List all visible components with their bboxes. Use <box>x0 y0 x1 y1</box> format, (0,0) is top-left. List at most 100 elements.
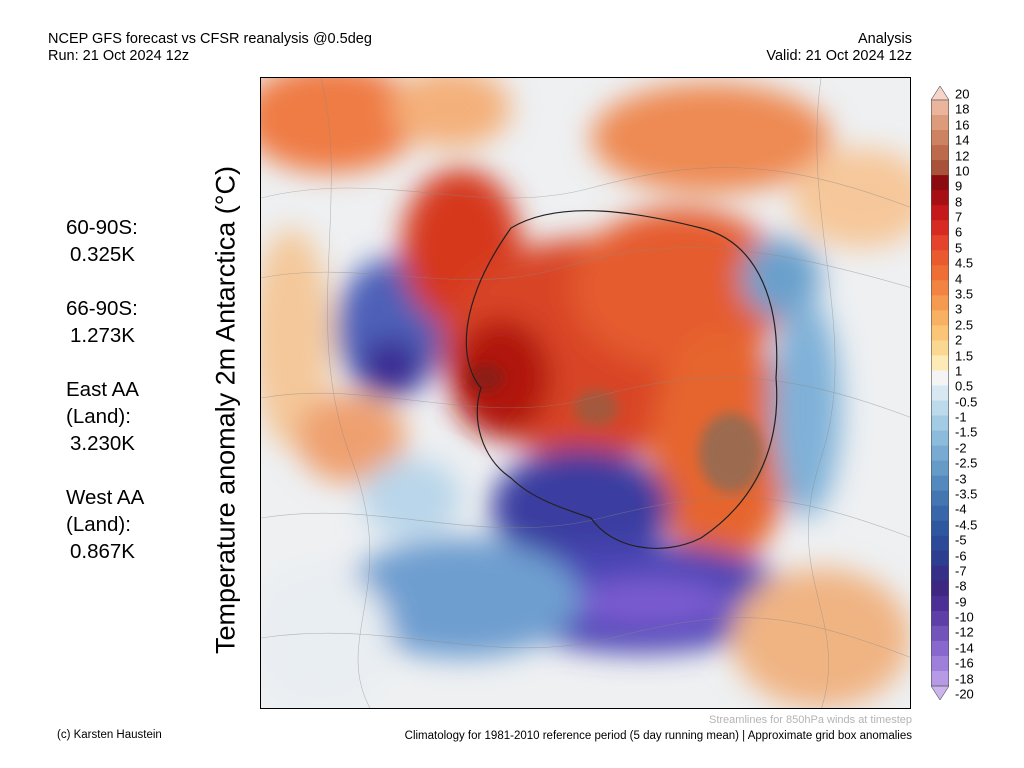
colorbar-tick-label: -4.5 <box>955 517 978 533</box>
stat-west-aa: West AA (Land): 0.867K <box>66 484 166 565</box>
colorbar-swatch <box>931 505 949 522</box>
stat-label: East AA (Land): <box>66 378 138 428</box>
colorbar-swatch <box>931 205 949 221</box>
map-title: NCEP GFS forecast vs CFSR reanalysis @0.… <box>48 31 372 47</box>
colorbar-tick-label: 3 <box>955 301 963 317</box>
colorbar-tick-label: -9 <box>955 594 967 610</box>
colorbar-tick-label: -10 <box>955 609 974 625</box>
stats-panel: 60-90S: 0.325K 66-90S: 1.273K East AA (L… <box>66 214 166 592</box>
anomaly-map <box>260 77 911 709</box>
colorbar-tick-label: -16 <box>955 655 974 671</box>
stat-east-aa: East AA (Land): 3.230K <box>66 376 166 457</box>
colorbar-tick-label: 18 <box>955 101 970 117</box>
colorbar-tick-label: 3.5 <box>955 286 974 302</box>
colorbar-min-arrow <box>931 685 949 700</box>
colorbar-swatch <box>931 550 949 567</box>
colorbar-swatch <box>931 520 949 537</box>
colorbar-tick-label: -20 <box>955 686 974 702</box>
header-left: NCEP GFS forecast vs CFSR reanalysis @0.… <box>48 31 372 65</box>
colorbar-swatch <box>931 115 949 131</box>
colorbar-swatch <box>931 340 949 356</box>
colorbar-swatch <box>931 325 949 341</box>
colorbar-tick-label: -6 <box>955 548 967 564</box>
colorbar-tick-label: 14 <box>955 132 970 148</box>
stat-value: 1.273K <box>70 324 135 347</box>
colorbar-tick-label: 1.5 <box>955 348 974 364</box>
colorbar-tick-label: 20 <box>955 86 970 102</box>
colorbar-tick-label: -7 <box>955 563 967 579</box>
colorbar-tick-label: 10 <box>955 163 970 179</box>
colorbar-max-arrow <box>931 86 949 101</box>
colorbar-tick-label: 2.5 <box>955 317 974 333</box>
colorbar-swatch <box>931 670 949 687</box>
antarctica-coastline <box>465 210 778 549</box>
colorbar-swatch <box>931 595 949 612</box>
colorbar-swatch <box>931 310 949 326</box>
colorbar-tick-label: 2 <box>955 332 963 348</box>
streamline-note: Streamlines for 850hPa winds at timestep <box>709 714 912 726</box>
header-right: Analysis Valid: 21 Oct 2024 12z <box>766 31 912 65</box>
colorbar-tick-label: -18 <box>955 671 974 687</box>
colorbar-tick-label: -3 <box>955 471 967 487</box>
colorbar-swatch <box>931 445 949 462</box>
map-field <box>261 78 910 708</box>
colorbar-tick-label: 4.5 <box>955 255 974 271</box>
colorbar-tick-label: -2 <box>955 440 967 456</box>
colorbar-swatch <box>931 625 949 642</box>
colorbar-swatch <box>931 145 949 161</box>
stat-label: 66-90S: <box>66 297 138 320</box>
colorbar-tick-label: 4 <box>955 271 963 287</box>
colorbar-swatch <box>931 295 949 311</box>
colorbar-scale <box>931 86 949 700</box>
stat-label: West AA (Land): <box>66 486 144 536</box>
colorbar-tick-label: 7 <box>955 209 963 225</box>
colorbar-swatch <box>931 220 949 236</box>
colorbar-tick-label: 0.5 <box>955 378 974 394</box>
colorbar-ticks: 20 18 16 14 12 10 9 8 7 6 5 4.5 4 3.5 3 2.5 2 1.5 1 0.5 -0.5… <box>955 88 1015 701</box>
colorbar-swatch <box>931 580 949 597</box>
stat-label: 60-90S: <box>66 216 138 239</box>
colorbar-swatch <box>931 130 949 146</box>
colorbar-tick-label: -14 <box>955 640 974 656</box>
colorbar-swatch <box>931 535 949 552</box>
colorbar-swatch <box>931 265 949 281</box>
credit: (c) Karsten Haustein <box>57 729 162 741</box>
colorbar-tick-label: -0.5 <box>955 394 978 410</box>
colorbar-frame <box>931 99 949 687</box>
analysis-type: Analysis <box>858 31 912 47</box>
colorbar-tick-label: 12 <box>955 148 970 164</box>
colorbar-tick-label: -5 <box>955 532 967 548</box>
colorbar-swatch <box>931 415 949 432</box>
colorbar-swatch <box>931 355 949 371</box>
colorbar-swatch <box>931 190 949 206</box>
colorbar-tick-label: -2.5 <box>955 455 978 471</box>
colorbar-swatch <box>931 610 949 627</box>
colorbar-tick-label: -3.5 <box>955 486 978 502</box>
colorbar-swatch <box>931 250 949 266</box>
colorbar-swatch <box>931 385 949 402</box>
stat-60-90s: 60-90S: 0.325K <box>66 214 166 268</box>
colorbar-swatch <box>931 235 949 251</box>
colorbar-swatch <box>931 280 949 296</box>
colorbar-tick-label: 1 <box>955 363 963 379</box>
colorbar-tick-label: -1 <box>955 409 967 425</box>
colorbar-tick-label: -4 <box>955 501 967 517</box>
valid-time: Valid: 21 Oct 2024 12z <box>766 48 912 64</box>
colorbar-swatch <box>931 475 949 492</box>
colorbar-swatch <box>931 460 949 477</box>
run-time: Run: 21 Oct 2024 12z <box>48 48 190 64</box>
colorbar-tick-label: 5 <box>955 240 963 256</box>
colorbar-tick-label: -12 <box>955 624 974 640</box>
colorbar-tick-label: -1.5 <box>955 424 978 440</box>
colorbar-swatch <box>931 640 949 657</box>
stat-value: 0.867K <box>70 540 135 563</box>
climatology-note: Climatology for 1981-2010 reference peri… <box>404 730 912 742</box>
colorbar-swatch <box>931 175 949 191</box>
colorbar-tick-label: 8 <box>955 194 963 210</box>
stat-value: 3.230K <box>70 432 135 455</box>
colorbar-swatch <box>931 430 949 447</box>
colorbar <box>931 86 949 700</box>
colorbar-tick-label: 16 <box>955 117 970 133</box>
colorbar-swatch <box>931 160 949 176</box>
colorbar-swatch <box>931 370 949 386</box>
